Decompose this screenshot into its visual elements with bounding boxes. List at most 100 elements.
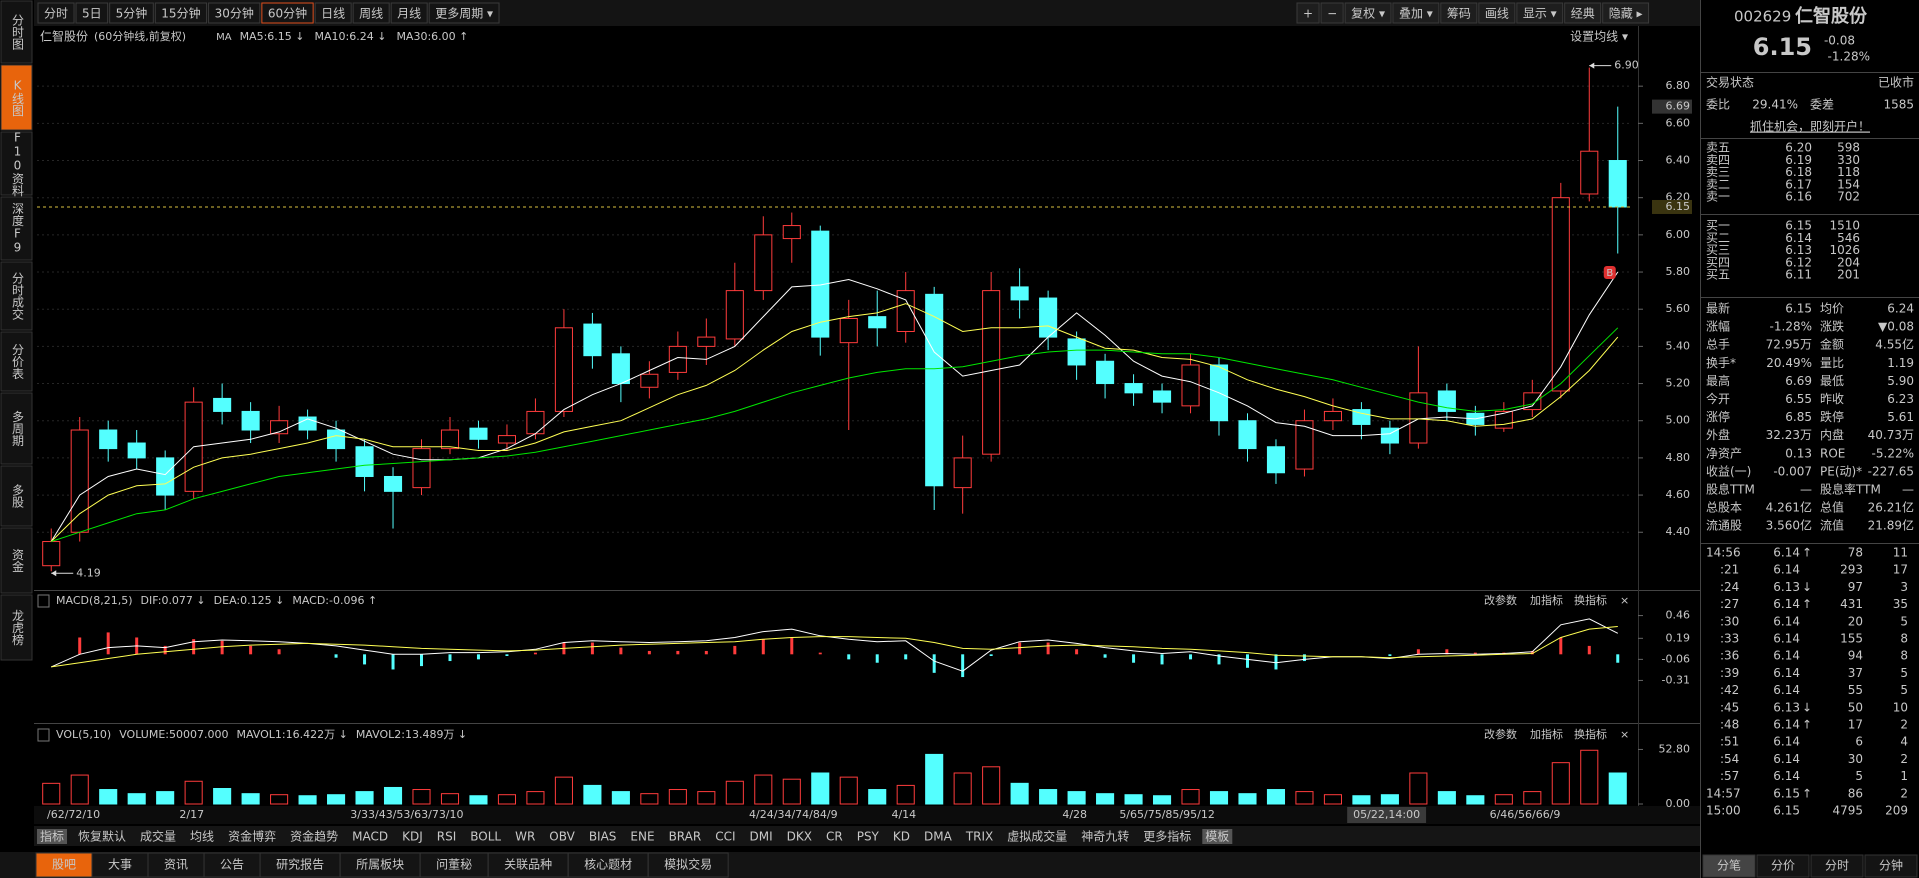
- sidebar-tab[interactable]: [0, 331, 33, 392]
- tool-label[interactable]: 显示 ▾: [1523, 7, 1557, 21]
- panel-tab-label[interactable]: 分钟: [1879, 858, 1903, 873]
- sidebar-label[interactable]: 分时图: [11, 14, 25, 50]
- sidebar-label[interactable]: F10资料: [11, 131, 25, 197]
- sidebar-tab[interactable]: [0, 131, 33, 196]
- panel-button[interactable]: 换指标: [1574, 593, 1607, 607]
- sidebar-label[interactable]: 多周期: [11, 410, 25, 446]
- sidebar-tab[interactable]: [0, 0, 33, 64]
- period-button[interactable]: [154, 2, 208, 24]
- panel-tab[interactable]: [1702, 854, 1756, 878]
- indicator-tab[interactable]: BIAS: [589, 830, 617, 844]
- indicator-tab[interactable]: KD: [893, 830, 910, 844]
- indicator-tab[interactable]: BRAR: [669, 830, 702, 844]
- indicator-tab[interactable]: 模板: [1205, 830, 1229, 844]
- panel-button[interactable]: 加指标: [1530, 593, 1563, 607]
- panel-tab[interactable]: [1810, 854, 1864, 878]
- tool-label[interactable]: 叠加 ▾: [1399, 7, 1433, 21]
- period-label[interactable]: 月线: [397, 7, 421, 21]
- indicator-tab[interactable]: 神奇九转: [1081, 829, 1129, 844]
- tool-button[interactable]: [1516, 2, 1564, 24]
- panel-button[interactable]: ×: [1620, 728, 1629, 741]
- panel-tab-label[interactable]: 分价: [1771, 859, 1795, 873]
- indicator-tab[interactable]: DKX: [787, 830, 812, 844]
- panel-tab[interactable]: [1756, 854, 1810, 878]
- sidebar-label[interactable]: 龙虎榜: [11, 609, 25, 646]
- indicator-tab[interactable]: 恢复默认: [78, 829, 126, 844]
- period-button[interactable]: [390, 2, 428, 24]
- period-label[interactable]: 15分钟: [161, 6, 200, 21]
- panel-tab-label[interactable]: 分时: [1825, 859, 1849, 873]
- tool-button[interactable]: [1478, 2, 1516, 24]
- sidebar-label[interactable]: K线图: [11, 79, 25, 117]
- tool-label[interactable]: 经典: [1571, 7, 1595, 21]
- indicator-tab[interactable]: 均线: [190, 830, 214, 844]
- link-label[interactable]: 研究报告: [276, 857, 324, 872]
- sidebar-tab[interactable]: [0, 196, 33, 261]
- tool-label[interactable]: 筹码: [1447, 7, 1471, 21]
- panel-button[interactable]: 加指标: [1530, 727, 1563, 741]
- link-label[interactable]: 问董秘: [436, 858, 472, 872]
- sidebar-tab[interactable]: [0, 392, 33, 465]
- sidebar-tab[interactable]: [0, 594, 33, 661]
- period-label[interactable]: 日线: [321, 7, 345, 21]
- link-label[interactable]: 关联品种: [504, 858, 552, 872]
- panel-tab[interactable]: [1864, 854, 1918, 878]
- tool-button[interactable]: [1602, 2, 1650, 24]
- indicator-tab[interactable]: 更多指标: [1143, 829, 1191, 844]
- sidebar-tab[interactable]: [0, 527, 33, 594]
- indicator-tab[interactable]: TRIX: [965, 830, 993, 844]
- indicator-tab[interactable]: DMI: [750, 830, 773, 844]
- sidebar-tab[interactable]: [0, 465, 33, 527]
- link-label[interactable]: 所属板块: [356, 858, 404, 872]
- panel-button[interactable]: 换指标: [1574, 727, 1607, 741]
- tool-button[interactable]: [1320, 2, 1344, 24]
- tool-button[interactable]: [1564, 2, 1602, 24]
- link-label[interactable]: 股吧: [52, 858, 76, 872]
- link-label[interactable]: 公告: [220, 858, 244, 872]
- indicator-tab[interactable]: 资金趋势: [290, 829, 338, 844]
- indicator-tab[interactable]: ENE: [630, 830, 654, 844]
- indicator-tab[interactable]: CR: [826, 830, 843, 844]
- period-button[interactable]: [314, 2, 352, 24]
- indicator-tab[interactable]: BOLL: [470, 830, 501, 844]
- period-label[interactable]: 周线: [359, 7, 383, 21]
- panel-button[interactable]: 改参数: [1484, 727, 1517, 741]
- open-account-link[interactable]: 抓住机会，即刻开户！: [1750, 119, 1870, 134]
- sidebar-label[interactable]: 资金: [11, 548, 25, 572]
- period-button[interactable]: [261, 2, 314, 24]
- sidebar-label[interactable]: 分价表: [11, 343, 25, 379]
- tool-label[interactable]: +: [1303, 7, 1313, 21]
- period-label[interactable]: 60分钟: [268, 6, 307, 21]
- tool-button[interactable]: [1392, 2, 1440, 24]
- sidebar-label[interactable]: 多股: [11, 484, 25, 509]
- indicator-tab[interactable]: DMA: [924, 830, 953, 844]
- period-label[interactable]: 分时: [44, 7, 68, 21]
- period-button[interactable]: [428, 2, 500, 24]
- tool-button[interactable]: [1440, 2, 1478, 24]
- tool-label[interactable]: −: [1327, 7, 1337, 21]
- indicator-tab[interactable]: KDJ: [402, 830, 423, 844]
- period-button[interactable]: [352, 2, 390, 24]
- sidebar-tab[interactable]: [0, 64, 33, 131]
- indicator-tab[interactable]: OBV: [549, 830, 575, 844]
- tool-label[interactable]: 复权 ▾: [1351, 7, 1385, 21]
- indicator-tab[interactable]: WR: [515, 830, 535, 844]
- indicator-tab[interactable]: CCI: [715, 830, 735, 844]
- sidebar-label[interactable]: 深度F9: [11, 202, 25, 254]
- link-label[interactable]: 大事: [108, 858, 132, 872]
- tool-button[interactable]: [1344, 2, 1392, 24]
- period-button[interactable]: [75, 2, 109, 24]
- tool-button[interactable]: [1296, 2, 1320, 24]
- indicator-tab[interactable]: RSI: [437, 830, 457, 844]
- link-tab[interactable]: [647, 852, 729, 878]
- sidebar-tab[interactable]: [0, 261, 33, 331]
- period-button[interactable]: [208, 2, 261, 24]
- period-label[interactable]: 5分钟: [116, 6, 148, 21]
- link-label[interactable]: 资讯: [164, 858, 188, 872]
- settings-button[interactable]: 设置均线 ▾: [1570, 30, 1628, 44]
- link-tab[interactable]: [35, 852, 93, 878]
- link-label[interactable]: 模拟交易: [664, 857, 712, 872]
- period-label[interactable]: 5日: [82, 7, 102, 21]
- panel-button[interactable]: 改参数: [1484, 593, 1517, 607]
- indicator-tab[interactable]: MACD: [352, 830, 388, 844]
